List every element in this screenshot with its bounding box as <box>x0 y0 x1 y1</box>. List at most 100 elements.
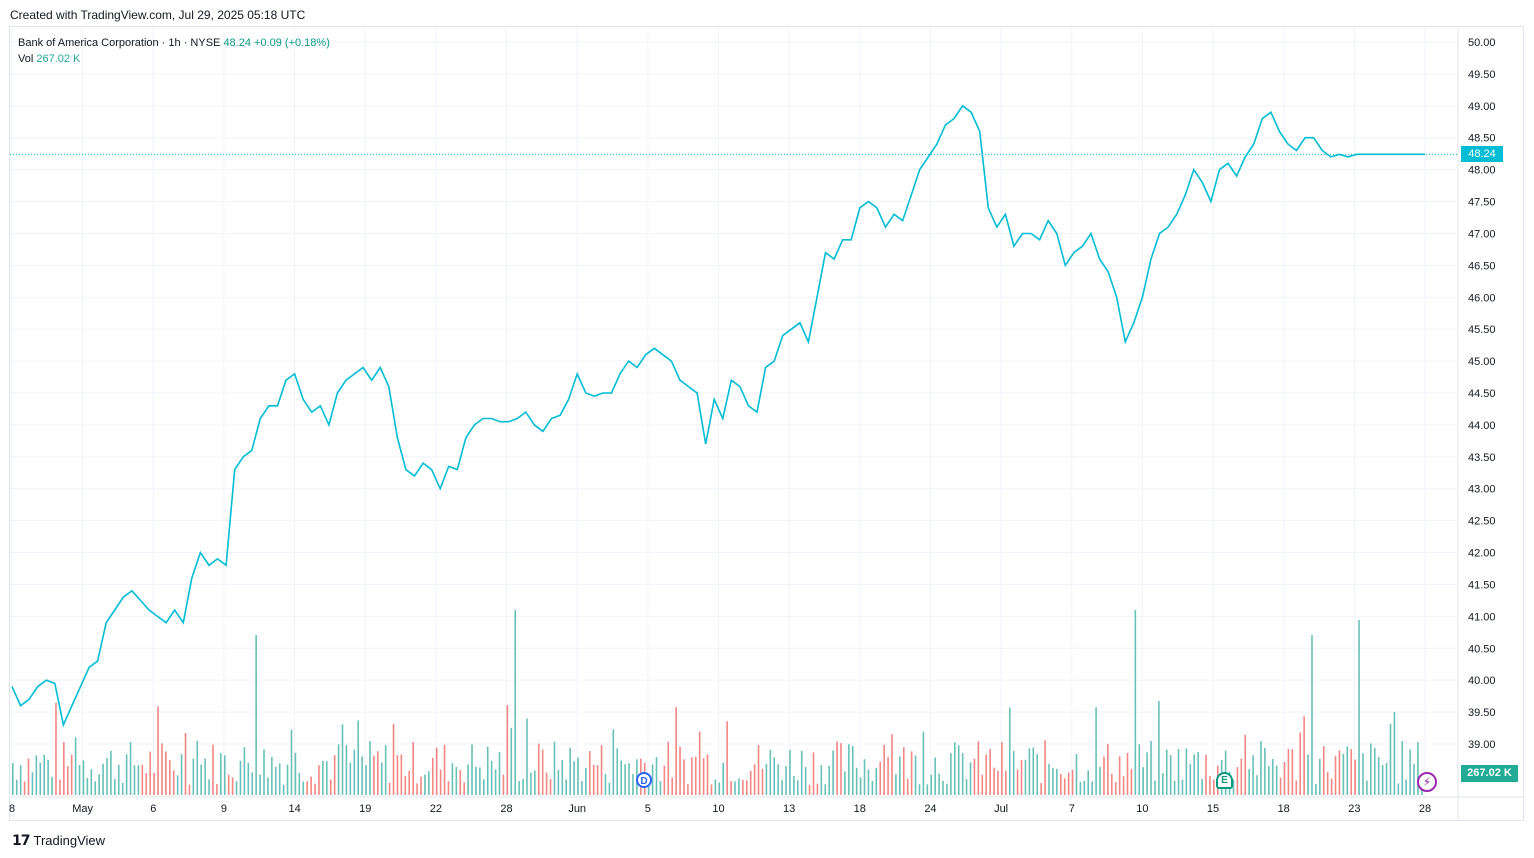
volume-bar <box>828 765 830 795</box>
volume-bar <box>581 781 583 795</box>
symbol-label: Bank of America Corporation · 1h · NYSE <box>18 37 221 49</box>
volume-bar <box>404 775 407 795</box>
volume-bar <box>337 744 340 795</box>
dividend-marker[interactable]: D <box>636 772 652 788</box>
volume-bar <box>1005 770 1007 795</box>
x-tick-label: 28 <box>500 803 512 815</box>
volume-bar <box>106 757 108 795</box>
volume-bar <box>1381 764 1384 795</box>
volume-bar <box>43 754 45 795</box>
volume-bar <box>749 770 752 795</box>
volume-bar <box>70 754 73 795</box>
volume-bar <box>993 767 995 795</box>
volume-bar <box>761 768 764 795</box>
x-tick-label: 10 <box>1136 803 1148 815</box>
volume-bar <box>592 764 595 795</box>
volume-bar <box>1118 756 1121 795</box>
volume-bar <box>820 765 823 795</box>
volume-bar <box>553 741 556 795</box>
volume-bar <box>588 751 591 795</box>
volume-value: 267.02 K <box>36 53 81 65</box>
volume-bar <box>871 780 874 795</box>
volume-bar <box>110 750 112 795</box>
y-tick-label: 50.00 <box>1468 37 1496 49</box>
volume-bar <box>369 741 371 795</box>
flash-icon[interactable]: ⚡ <box>1417 772 1437 792</box>
volume-bar <box>718 782 721 795</box>
brand-name: TradingView <box>33 833 106 848</box>
volume-bar <box>918 784 921 795</box>
volume-bar <box>1334 756 1337 795</box>
volume-bar <box>424 774 426 795</box>
volume-bar <box>455 766 458 795</box>
volume-bar <box>1377 756 1380 795</box>
volume-bar <box>451 763 454 795</box>
chart-legend: Bank of America Corporation · 1h · NYSE … <box>18 35 330 67</box>
volume-bar <box>1099 766 1101 795</box>
volume-bar <box>353 749 356 795</box>
volume-bar <box>879 761 882 795</box>
volume-bar <box>687 784 689 795</box>
volume-bar <box>891 734 893 795</box>
volume-bar <box>585 768 587 795</box>
volume-bar <box>1260 741 1262 795</box>
volume-bar <box>388 782 391 795</box>
volume-bar <box>1342 753 1345 795</box>
volume-bar <box>318 765 320 795</box>
volume-bar <box>1197 752 1199 795</box>
volume-bar <box>1389 723 1392 795</box>
volume-bar <box>549 779 552 795</box>
volume-bar <box>965 779 968 795</box>
volume-bar <box>616 748 619 795</box>
volume-bar <box>1032 747 1035 795</box>
volume-bar <box>345 745 348 795</box>
y-tick-label: 46.00 <box>1468 292 1496 304</box>
volume-bar <box>1079 781 1082 795</box>
volume-bar <box>467 764 469 795</box>
volume-bar <box>545 772 548 795</box>
y-tick-label: 46.50 <box>1468 260 1496 272</box>
volume-bar <box>1040 783 1042 795</box>
earnings-marker[interactable]: E <box>1216 772 1233 789</box>
y-tick-label: 39.00 <box>1468 739 1496 751</box>
volume-bar <box>1008 707 1011 795</box>
volume-bar <box>855 767 858 795</box>
volume-bar <box>239 760 242 795</box>
volume-bar <box>255 635 257 795</box>
volume-bar <box>671 777 673 795</box>
volume-bar <box>1346 746 1349 795</box>
volume-bar <box>1354 759 1356 795</box>
volume-bar <box>1071 769 1074 795</box>
volume-bar <box>1028 748 1031 795</box>
volume-bar <box>192 758 195 795</box>
volume-bar <box>698 731 701 795</box>
volume-bar <box>463 782 465 795</box>
volume-bar <box>1252 755 1254 795</box>
volume-bar <box>153 772 155 795</box>
volume-bar <box>200 764 202 795</box>
volume-bar <box>12 762 14 795</box>
volume-bar <box>408 770 411 795</box>
volume-bar <box>428 771 430 795</box>
volume-bar <box>655 757 658 795</box>
volume-bar <box>102 763 104 795</box>
volume-bar <box>400 754 403 795</box>
volume-bar <box>730 780 732 795</box>
volume-bar <box>1126 752 1129 795</box>
y-tick-label: 49.00 <box>1468 101 1496 113</box>
tradingview-logo-icon: 𝟭𝟳 <box>12 832 31 848</box>
volume-bar <box>667 741 670 795</box>
volume-bar <box>161 743 163 795</box>
volume-bar <box>51 777 53 795</box>
volume-bar <box>840 743 842 795</box>
y-tick-label: 45.50 <box>1468 324 1496 336</box>
volume-bar <box>212 744 214 795</box>
volume-bar <box>384 745 387 795</box>
volume-bar <box>1299 732 1301 795</box>
volume-bar <box>1162 773 1164 795</box>
x-tick-label: Jul <box>994 803 1008 815</box>
volume-bar <box>94 781 97 795</box>
x-tick-label: 28 <box>1419 803 1431 815</box>
volume-bar <box>1401 741 1404 795</box>
